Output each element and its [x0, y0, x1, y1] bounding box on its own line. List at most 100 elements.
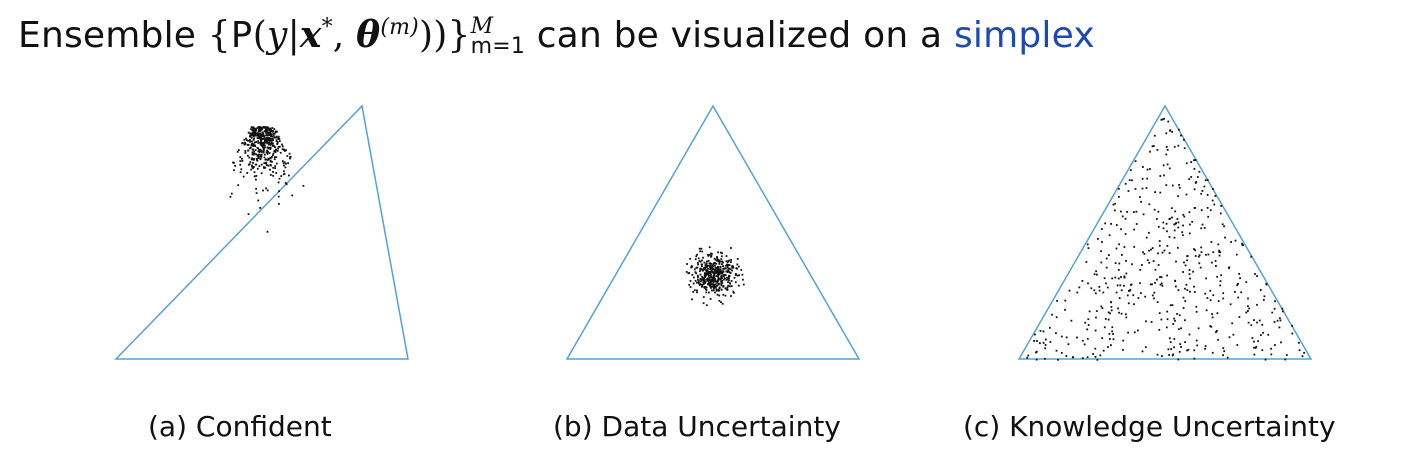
sample-point	[697, 278, 699, 281]
sample-point	[1262, 331, 1264, 334]
sample-point	[1120, 210, 1122, 213]
sample-point	[1086, 328, 1089, 331]
sample-point	[703, 266, 706, 269]
sample-point	[692, 282, 695, 285]
sample-point	[1273, 307, 1276, 310]
simplex-link[interactable]: simplex	[953, 15, 1095, 56]
sample-point	[251, 140, 253, 143]
sample-point	[1198, 254, 1201, 257]
sample-point	[1134, 188, 1137, 190]
sample-point	[1253, 340, 1255, 343]
sample-point	[1210, 325, 1213, 328]
sample-point	[255, 175, 258, 177]
sample-point	[696, 261, 699, 264]
sample-point	[686, 263, 688, 265]
sample-point	[716, 257, 719, 259]
sample-point	[1256, 321, 1258, 324]
sample-point	[254, 144, 256, 147]
sample-point	[709, 285, 712, 288]
sample-point	[717, 278, 720, 280]
sample-point	[1152, 145, 1155, 147]
sample-point	[1153, 297, 1155, 300]
sample-point	[705, 304, 708, 307]
sample-point	[260, 155, 263, 158]
sample-point	[719, 277, 721, 280]
sample-point	[1193, 285, 1195, 288]
sample-point	[1188, 211, 1191, 214]
sample-point	[726, 271, 729, 273]
sample-point	[283, 170, 285, 173]
sample-point	[705, 291, 708, 294]
sample-point	[1166, 245, 1169, 247]
sample-point	[1104, 222, 1107, 225]
sample-point	[1239, 277, 1241, 280]
sample-point	[1207, 215, 1210, 218]
sample-point	[1064, 299, 1067, 302]
sample-point	[725, 279, 728, 281]
title-prefix: Ensemble	[18, 15, 197, 56]
sample-point	[1181, 231, 1184, 234]
sample-point	[260, 153, 262, 156]
sample-point	[1103, 326, 1106, 329]
sample-point	[714, 285, 716, 288]
sample-point	[700, 265, 703, 268]
sample-point	[1086, 337, 1089, 340]
sample-point	[1285, 354, 1288, 356]
sample-point	[1253, 346, 1255, 349]
sample-point	[1216, 312, 1219, 315]
sample-point	[707, 267, 710, 270]
sample-point	[1141, 350, 1144, 353]
sample-point	[1188, 178, 1191, 180]
sample-point	[729, 282, 731, 285]
panel-data-uncertainty	[551, 90, 881, 380]
sample-point	[710, 252, 712, 255]
sample-point	[703, 279, 705, 281]
sample-point	[710, 280, 712, 283]
sample-point	[257, 150, 260, 153]
sample-point	[262, 134, 265, 137]
sample-point	[1170, 348, 1173, 350]
sample-point	[1123, 276, 1126, 279]
sample-point	[1234, 291, 1236, 293]
sample-point	[722, 285, 724, 288]
sample-point	[1193, 349, 1196, 352]
sample-point	[718, 294, 721, 297]
sample-point	[1173, 338, 1176, 340]
lower-limit: m=1	[470, 34, 526, 59]
sample-point	[1214, 260, 1217, 262]
sample-point	[1194, 182, 1197, 184]
sample-point	[278, 145, 281, 148]
sample-point	[1101, 337, 1104, 339]
sample-point	[723, 277, 726, 280]
sample-point	[720, 258, 723, 260]
sample-point	[275, 162, 278, 165]
sample-point	[1049, 341, 1052, 343]
sample-point	[236, 150, 239, 153]
sample-point	[718, 261, 721, 264]
sample-point	[741, 273, 744, 276]
sample-point	[706, 253, 709, 256]
sample-point	[1095, 270, 1097, 273]
sample-point	[721, 282, 724, 284]
sample-point	[717, 259, 720, 262]
sample-point	[244, 141, 246, 144]
sample-point	[1178, 314, 1181, 317]
sample-point	[1264, 358, 1267, 361]
sample-point	[699, 283, 702, 285]
sample-point	[258, 155, 260, 158]
sample-point	[269, 127, 271, 130]
sample-point	[1258, 319, 1261, 322]
sample-point	[1056, 299, 1058, 302]
sample-point	[730, 295, 732, 297]
sample-point	[1195, 305, 1198, 308]
sample-point	[268, 133, 271, 136]
sample-point	[263, 156, 266, 159]
sample-point	[253, 166, 255, 168]
sample-point	[714, 270, 716, 272]
sample-point	[1153, 291, 1156, 294]
sample-point	[722, 273, 725, 276]
sample-point	[1185, 283, 1188, 286]
sample-point	[1148, 203, 1151, 206]
sample-point	[1219, 251, 1222, 254]
sample-point	[1255, 345, 1258, 348]
